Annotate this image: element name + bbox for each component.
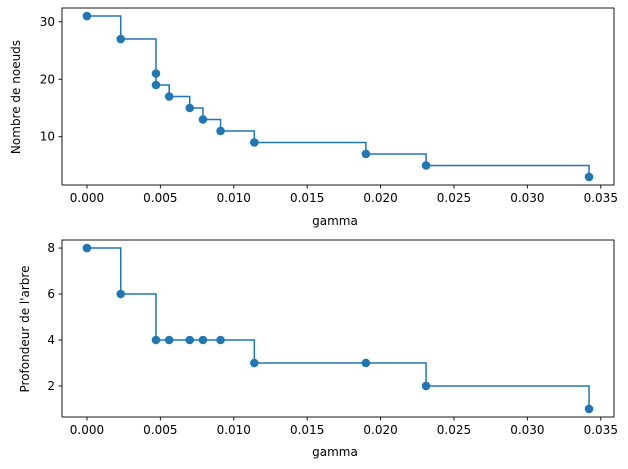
- y-tick-label-depth: 4: [47, 333, 55, 347]
- step-line-nodes: [86, 15, 590, 177]
- data-point-depth: [116, 289, 126, 299]
- x-tick-label-nodes: 0.010: [217, 191, 251, 205]
- data-point-nodes: [116, 34, 126, 44]
- data-point-nodes: [185, 103, 195, 113]
- x-tick-label-depth: 0.010: [217, 423, 251, 437]
- step-line-depth: [86, 247, 590, 409]
- subplot-depth: 0.000 0.005 0.010 0.015 0.020 0.025 0.030 0.035…: [18, 239, 618, 459]
- y-tick-label-nodes: 10: [40, 130, 55, 144]
- data-point-depth: [198, 335, 208, 345]
- plot-area-depth: 0.000 0.005 0.010 0.015 0.020 0.025 0.030 0.035…: [47, 239, 618, 437]
- data-point-depth: [82, 243, 92, 253]
- x-axis-label-depth: gamma: [312, 445, 358, 459]
- x-tick-label-nodes: 0.005: [143, 191, 177, 205]
- x-tick-label-depth: 0.015: [290, 423, 324, 437]
- data-point-nodes: [198, 115, 208, 124]
- data-point-nodes: [151, 80, 161, 90]
- y-tick-label-depth: 8: [47, 241, 55, 255]
- x-tick-label-depth: 0.025: [437, 423, 471, 437]
- y-axis-label-nodes: Nombre de noeuds: [9, 40, 23, 154]
- y-tick-label-depth: 6: [47, 287, 55, 301]
- data-point-depth: [361, 358, 371, 368]
- data-point-nodes: [164, 92, 174, 101]
- data-point-nodes: [82, 11, 92, 21]
- y-tick-label-nodes: 30: [40, 15, 55, 29]
- axes-frame-depth: [61, 239, 615, 418]
- x-tick-label-depth: 0.000: [70, 423, 104, 437]
- x-tick-label-nodes: 0.020: [363, 191, 397, 205]
- data-point-depth: [151, 335, 161, 345]
- data-point-depth: [216, 335, 225, 345]
- x-tick-label-depth: 0.005: [143, 423, 177, 437]
- y-tick-label-depth: 2: [47, 379, 55, 393]
- x-tick-label-nodes: 0.015: [290, 191, 324, 205]
- x-tick-label-nodes: 0.000: [70, 191, 104, 205]
- axes-frame-nodes: [61, 7, 615, 186]
- data-point-nodes: [250, 138, 259, 147]
- x-tick-label-nodes: 0.025: [437, 191, 471, 205]
- data-point-depth: [584, 404, 594, 414]
- y-tick-label-nodes: 20: [40, 72, 55, 86]
- data-point-nodes: [216, 126, 225, 136]
- data-point-depth: [185, 335, 195, 345]
- x-tick-label-depth: 0.020: [363, 423, 397, 437]
- data-point-nodes: [151, 69, 161, 78]
- y-axis-label-depth: Profondeur de l'arbre: [18, 266, 32, 393]
- subplot-nodes: 0.000 0.005 0.010 0.015 0.020 0.025 0.030 0.035…: [9, 7, 618, 228]
- data-point-nodes: [361, 149, 371, 159]
- x-tick-label-depth: 0.030: [510, 423, 544, 437]
- data-point-depth: [421, 381, 431, 391]
- data-point-depth: [164, 335, 174, 345]
- x-tick-label-nodes: 0.030: [510, 191, 544, 205]
- data-point-nodes: [584, 172, 594, 182]
- data-point-nodes: [421, 161, 431, 170]
- x-tick-label-nodes: 0.035: [584, 191, 618, 205]
- x-axis-label-nodes: gamma: [312, 214, 358, 228]
- data-point-depth: [250, 358, 259, 368]
- x-tick-label-depth: 0.035: [584, 423, 618, 437]
- plot-area-nodes: 0.000 0.005 0.010 0.015 0.020 0.025 0.030 0.035…: [40, 7, 618, 205]
